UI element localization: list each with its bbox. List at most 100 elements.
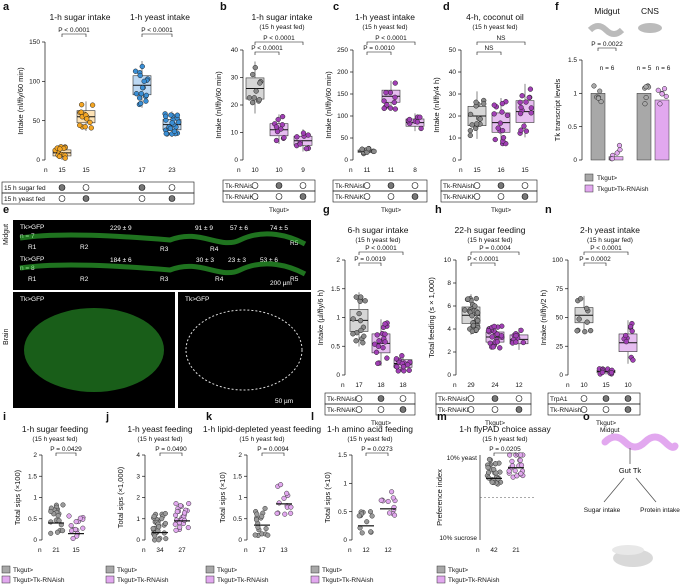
panel-h-p2-p: P < 0.0001 bbox=[467, 256, 499, 263]
panel-m-bracket bbox=[493, 452, 517, 456]
panel-m-title: 1-h flyPAD choice assay bbox=[459, 424, 551, 434]
panel-i-point bbox=[60, 502, 66, 508]
panel-f-point bbox=[614, 150, 620, 156]
panel-d-group-point bbox=[521, 123, 527, 129]
panel-m-point bbox=[506, 468, 512, 474]
panel-o-arrow-sugar bbox=[603, 477, 625, 503]
panel-a-sugar-c2-point bbox=[77, 122, 83, 128]
panel-b-p2-p: P < 0.0001 bbox=[251, 45, 283, 52]
panel-d-subtitle: (15 h yeast fed) bbox=[472, 24, 517, 31]
panel-m-point bbox=[514, 473, 520, 479]
panel-f-point bbox=[655, 87, 661, 93]
panel-letter-a: a bbox=[3, 1, 10, 13]
panel-a-table-row bbox=[1, 192, 195, 205]
panel-n-n-value: 15 bbox=[602, 382, 610, 389]
panel-h-group-point bbox=[469, 313, 475, 319]
panel-b-table-row-label: Tk-RNAish bbox=[225, 183, 257, 190]
panel-i-point bbox=[60, 528, 66, 534]
panel-g-p1-bracket bbox=[358, 251, 404, 255]
panel-n-group-point bbox=[587, 327, 594, 334]
panel-o-protein: Protein intake bbox=[640, 507, 680, 514]
panel-i-point bbox=[48, 530, 54, 536]
panel-g-n-label: n bbox=[341, 382, 345, 389]
panel-h-subtitle: (15 h yeast fed) bbox=[467, 237, 512, 244]
panel-i-n-value: 15 bbox=[72, 547, 80, 554]
panel-d-title: 4-h, coconut oil bbox=[466, 12, 524, 22]
panel-n-ylabel: Intake (nl/fly/2 h) bbox=[539, 289, 548, 345]
panel-l-tick-label: 1 bbox=[343, 481, 347, 488]
panel-f-legend-rnai: Tkgut>Tk-RNAish bbox=[597, 186, 649, 193]
panel-g-group-point bbox=[399, 353, 405, 359]
panel-d-table-dot bbox=[497, 182, 505, 189]
panel-n-table-dot bbox=[580, 395, 588, 402]
legend-ctrl-label: Tkgut> bbox=[117, 567, 137, 574]
panel-g-table-row-label: Tk-RNAiKK bbox=[327, 407, 361, 414]
panel-f-point bbox=[591, 83, 597, 89]
panel-m-point bbox=[486, 456, 492, 462]
panel-m-tick-bottom: 10% sucrose bbox=[439, 535, 477, 542]
panel-b-ylabel: Intake (nl/fly/60 min) bbox=[214, 71, 223, 139]
panel-f-n3: n = 6 bbox=[656, 65, 671, 72]
panel-f-legend-ctrl: Tkgut> bbox=[597, 175, 617, 182]
panel-a-yeast-c2-point bbox=[163, 130, 169, 137]
panel-g-group-point bbox=[350, 331, 356, 337]
panel-j-tick-label: 1 bbox=[136, 516, 140, 523]
panel-a-yeast-bracket bbox=[141, 33, 173, 37]
panel-k-point bbox=[263, 526, 269, 532]
panel-h-group-point bbox=[494, 339, 501, 345]
panel-j-point bbox=[181, 510, 188, 516]
panel-g-p2-bracket bbox=[358, 262, 382, 266]
panel-f-point bbox=[643, 94, 649, 101]
panel-d-n-value: 16 bbox=[497, 167, 505, 174]
panel-a-sugar-c1-point bbox=[57, 146, 63, 152]
panel-n-table-row bbox=[547, 403, 641, 416]
panel-e-row2-count: 53 ± 6 bbox=[260, 257, 279, 264]
panel-i-tick-label: 0 bbox=[33, 537, 37, 544]
panel-a-title-2: 1-h yeast intake bbox=[130, 12, 190, 22]
panel-m-ylabel: Preference index bbox=[435, 469, 444, 526]
panel-c-group-point bbox=[418, 125, 424, 132]
panel-a-sugar-c1-point bbox=[56, 153, 63, 160]
panel-m-point bbox=[485, 465, 491, 471]
panel-d-p2-bracket bbox=[476, 51, 502, 55]
legend-ctrl-swatch bbox=[105, 565, 115, 574]
panel-a-sugar-c2-point bbox=[84, 116, 90, 122]
panel-c-group-point bbox=[371, 148, 377, 155]
panel-g-group-point bbox=[382, 339, 388, 345]
panel-a-yeast-c2-point bbox=[171, 128, 178, 134]
panel-a-sugar-c2-point bbox=[89, 102, 96, 108]
panel-f-legend-ctrl-swatch bbox=[584, 173, 594, 182]
panel-d-table-dot bbox=[473, 193, 481, 200]
panel-d-n-value: 15 bbox=[473, 167, 481, 174]
panel-k-point bbox=[262, 505, 268, 512]
panel-d-group-point bbox=[499, 127, 506, 134]
panel-g-tick-label: 1.5 bbox=[331, 286, 340, 293]
panel-l-n-label: n bbox=[348, 547, 352, 554]
panel-c-group-point bbox=[392, 106, 399, 112]
panel-e-region-label: R4 bbox=[210, 246, 219, 253]
panel-g-group-point bbox=[358, 327, 364, 334]
panel-b-n-value: 10 bbox=[251, 167, 259, 174]
panel-a-title-1: 1-h sugar intake bbox=[50, 12, 111, 22]
panel-h-group-point bbox=[489, 334, 495, 340]
panel-g-subtitle: (15 h yeast fed) bbox=[355, 237, 400, 244]
panel-a-yeast-c1-point bbox=[139, 85, 146, 91]
panel-l-point bbox=[359, 530, 365, 536]
panel-f-point bbox=[659, 91, 665, 97]
legend-rnai-swatch bbox=[1, 575, 11, 584]
panel-j-n-label: n bbox=[142, 547, 146, 554]
panel-b-tick-label: 0 bbox=[234, 157, 238, 164]
panel-c-group-point bbox=[417, 114, 423, 120]
panel-g-tick-label: 0.5 bbox=[331, 343, 340, 350]
panel-b-table-row bbox=[222, 190, 316, 203]
panel-j-ylabel: Total sips (×1,000) bbox=[116, 466, 125, 528]
panel-n-table-dot bbox=[624, 406, 632, 413]
panel-b-tick-label: 10 bbox=[231, 130, 239, 137]
panel-l-point bbox=[390, 495, 396, 501]
panel-b-tick-label: 40 bbox=[231, 47, 239, 54]
panel-k-point bbox=[274, 510, 280, 516]
panel-h-table-dot bbox=[515, 395, 523, 402]
panel-i-p: P = 0.0429 bbox=[50, 446, 82, 453]
panel-n-table-row-label: TrpA1 bbox=[550, 396, 568, 403]
panel-d-tick-label: 30 bbox=[449, 91, 457, 98]
